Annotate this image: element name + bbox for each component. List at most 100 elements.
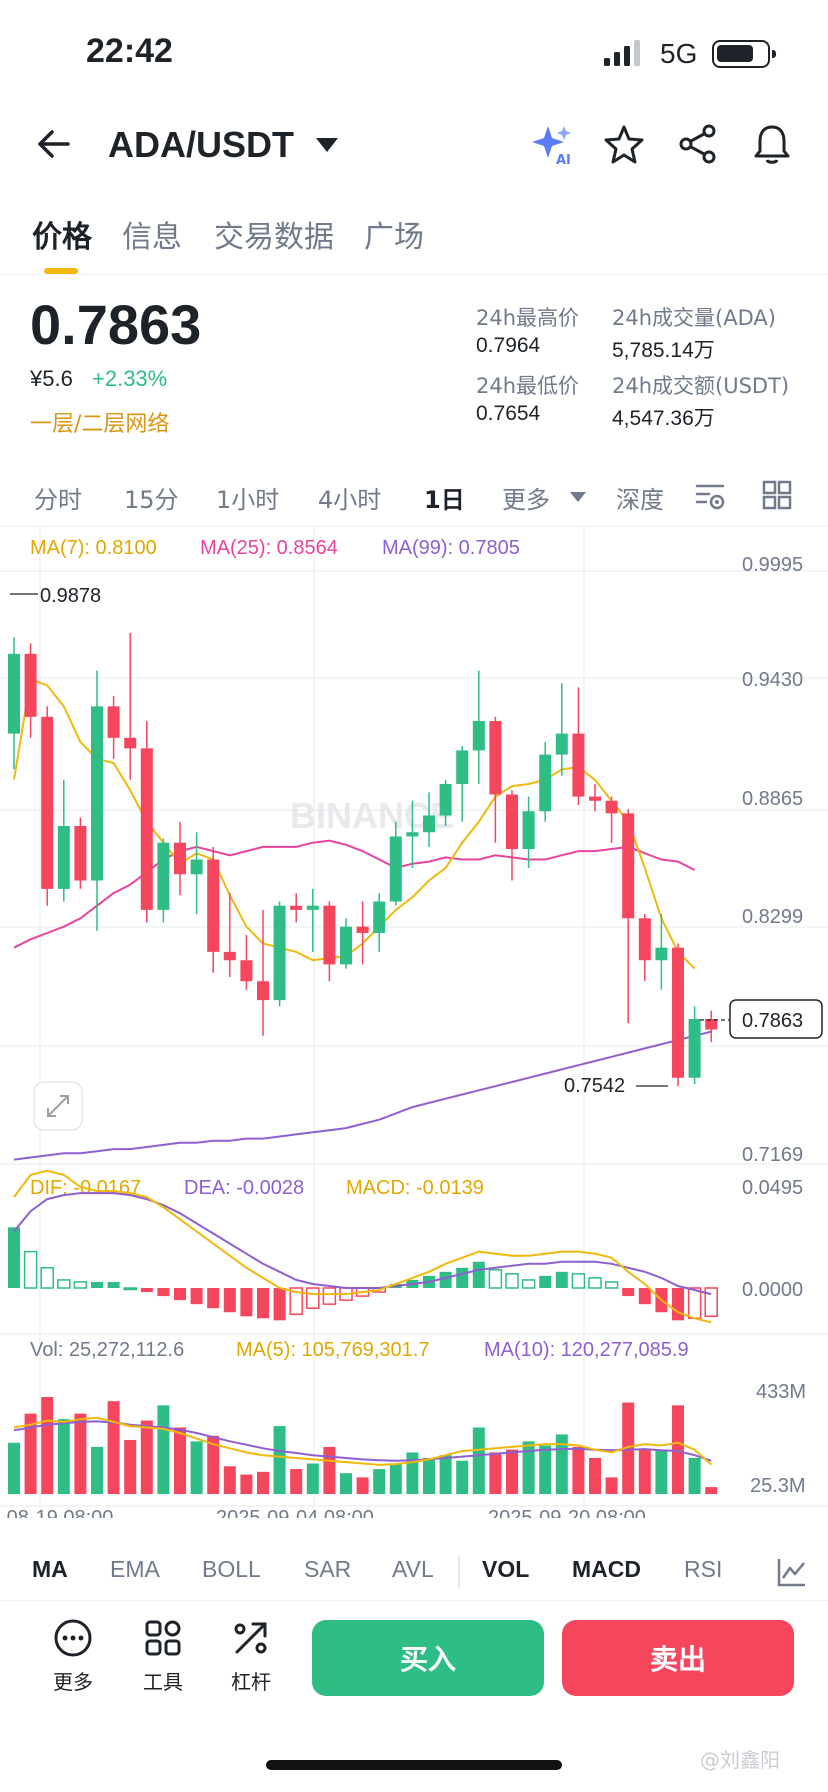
sell-button[interactable]: 卖出 xyxy=(562,1620,794,1696)
interval-more[interactable]: 更多 xyxy=(502,486,550,514)
macd-histogram-bar xyxy=(40,1267,54,1289)
divider xyxy=(0,274,828,275)
tab-square[interactable]: 广场 xyxy=(364,220,424,255)
candle-body xyxy=(340,926,352,965)
candle-body xyxy=(472,721,485,751)
interval-4h[interactable]: 4小时 xyxy=(318,486,382,514)
price-axis-label: 0.9430 xyxy=(742,669,803,691)
candle-body xyxy=(24,653,37,717)
price-axis-label: 0.7169 xyxy=(742,1144,803,1166)
macd-histogram-bar xyxy=(521,1279,536,1289)
indicator-ma[interactable]: MA xyxy=(32,1556,68,1582)
volume-legend: Vol: 25,272,112.6 xyxy=(30,1339,184,1361)
candlestick-chart[interactable]: BINANCE MA(7): 0.8100 MA(25): 0.8564 MA(… xyxy=(0,526,828,1518)
interval-depth[interactable]: 深度 xyxy=(616,486,664,514)
volume-ma5-line xyxy=(13,1416,712,1466)
divider xyxy=(0,1600,828,1601)
volume-bar xyxy=(655,1451,668,1494)
interval-time-sharing[interactable]: 分时 xyxy=(34,486,82,514)
indicator-ema[interactable]: EMA xyxy=(110,1556,160,1582)
volume-bar xyxy=(572,1446,585,1494)
chart-settings-icon[interactable] xyxy=(694,480,726,512)
macd-histogram-bar xyxy=(240,1288,253,1317)
volume-bar xyxy=(439,1455,452,1494)
macd-histogram-bar xyxy=(322,1287,337,1305)
candle-body xyxy=(539,754,552,812)
candle-body xyxy=(41,716,54,889)
low-price-marker: 0.7542 xyxy=(564,1075,625,1097)
tab-trading-data[interactable]: 交易数据 xyxy=(214,220,334,255)
macd-histogram-bar xyxy=(157,1288,170,1297)
candle-body xyxy=(190,859,203,875)
volume-bar xyxy=(688,1457,701,1494)
macd-axis-label: 0.0495 xyxy=(742,1177,803,1199)
volume-bar xyxy=(74,1413,87,1494)
volume-bar xyxy=(423,1457,435,1494)
macd-histogram-bar xyxy=(687,1287,702,1320)
share-icon[interactable] xyxy=(676,122,720,166)
star-favorite-icon[interactable] xyxy=(602,122,646,166)
battery-icon xyxy=(712,40,776,68)
indicator-macd[interactable]: MACD xyxy=(572,1556,641,1582)
buy-button[interactable]: 买入 xyxy=(312,1620,544,1696)
divider xyxy=(0,526,828,527)
caret-down-icon[interactable] xyxy=(570,492,586,502)
indicator-sar[interactable]: SAR xyxy=(304,1556,352,1582)
candle-body xyxy=(638,918,651,961)
more-button[interactable]: 更多 xyxy=(38,1618,108,1695)
expand-icon[interactable] xyxy=(47,1095,69,1117)
network-tag[interactable]: 一层/二层网络 xyxy=(30,412,170,437)
status-time: 22:42 xyxy=(86,32,173,70)
image-watermark: @刘鑫阳 xyxy=(700,1748,780,1772)
volume-bar xyxy=(456,1460,469,1494)
interval-1d[interactable]: 1日 xyxy=(424,486,465,514)
macd-histogram-bar xyxy=(488,1269,503,1289)
indicator-boll[interactable]: BOLL xyxy=(202,1556,261,1582)
macd-histogram-bar xyxy=(505,1273,519,1289)
volume-bar xyxy=(41,1397,54,1494)
candle-body xyxy=(605,800,618,814)
volume-bar xyxy=(638,1449,651,1494)
indicator-avl[interactable]: AVL xyxy=(392,1556,434,1582)
candle-body xyxy=(456,750,469,784)
tools-button[interactable]: 工具 xyxy=(128,1618,198,1695)
tab-info[interactable]: 信息 xyxy=(122,220,182,255)
caret-down-icon[interactable] xyxy=(316,138,338,152)
volume-bar xyxy=(8,1442,20,1494)
volume-bar xyxy=(672,1405,684,1494)
indicator-vol[interactable]: VOL xyxy=(482,1556,530,1582)
candle-body xyxy=(489,721,502,795)
last-price: 0.7863 xyxy=(30,293,202,356)
tools-label: 工具 xyxy=(143,1670,183,1694)
ai-sparkle-icon[interactable]: AI xyxy=(530,122,574,166)
ma25-legend: MA(25): 0.8564 xyxy=(200,537,338,559)
volume-bar xyxy=(340,1473,352,1494)
candle-body xyxy=(140,748,153,910)
candle-body xyxy=(406,832,419,837)
volume-bar xyxy=(190,1441,203,1494)
candle-body xyxy=(373,901,386,933)
candle-body xyxy=(57,825,70,889)
indicator-separator xyxy=(458,1556,460,1588)
leverage-button[interactable]: 杠杆 xyxy=(216,1618,286,1695)
macd-histogram-bar xyxy=(604,1281,619,1289)
macd-histogram-bar xyxy=(704,1287,718,1318)
svg-text:AI: AI xyxy=(556,153,571,166)
bell-icon[interactable] xyxy=(750,122,794,166)
candle-body xyxy=(257,981,269,1001)
indicator-settings-icon[interactable] xyxy=(776,1556,808,1588)
macd-histogram-bar xyxy=(472,1261,485,1288)
volume-ma10-legend: MA(10): 120,277,085.9 xyxy=(484,1339,689,1361)
back-arrow-icon[interactable] xyxy=(34,124,74,164)
indicator-rsi[interactable]: RSI xyxy=(684,1556,723,1582)
tab-price[interactable]: 价格 xyxy=(32,220,92,255)
volume-bar xyxy=(323,1446,336,1494)
trading-pair-selector[interactable]: ADA/USDT xyxy=(108,124,294,165)
volume-bar xyxy=(107,1401,120,1494)
volume-bar xyxy=(124,1439,137,1494)
interval-15m[interactable]: 15分 xyxy=(124,486,179,514)
grid-layout-icon[interactable] xyxy=(762,480,792,510)
candle-body xyxy=(439,783,452,816)
interval-1h[interactable]: 1小时 xyxy=(216,486,280,514)
volume-bar xyxy=(207,1435,220,1494)
